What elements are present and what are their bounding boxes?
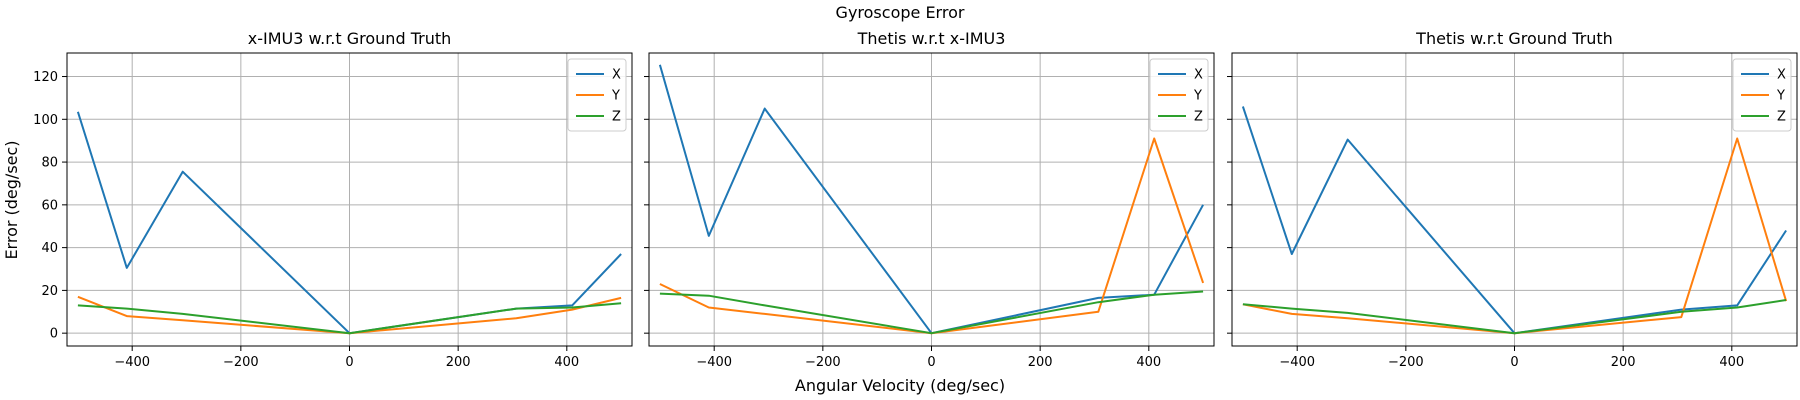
x-tick-label: 0 [927, 355, 935, 370]
axes-frame [66, 52, 633, 347]
legend-label: Z [1194, 110, 1203, 125]
x-tick-label: −400 [114, 355, 150, 370]
series-line-z [1242, 299, 1787, 335]
panel-title: Thetis w.r.t x-IMU3 [857, 29, 1006, 48]
grid-lines [649, 53, 1214, 346]
x-tick-label: −400 [696, 355, 732, 370]
legend: XYZ [1149, 58, 1209, 132]
y-tick-label: 60 [41, 198, 58, 213]
x-tick-label: 0 [1510, 355, 1518, 370]
legend-label: Y [611, 89, 620, 104]
legend: XYZ [1732, 58, 1792, 132]
legend-label: Z [1777, 110, 1786, 125]
x-tick-label: 400 [1136, 355, 1161, 370]
x-tick-label: −200 [223, 355, 259, 370]
x-axis-label: Angular Velocity (deg/sec) [795, 376, 1005, 395]
x-tick-label: −200 [1388, 355, 1424, 370]
legend: XYZ [567, 58, 627, 132]
panel-title: Thetis w.r.t Ground Truth [1415, 29, 1613, 48]
y-tick-label: 20 [41, 284, 58, 299]
y-tick-label: 80 [41, 156, 58, 171]
y-tick-label: 120 [33, 70, 58, 85]
panel-title: x-IMU3 w.r.t Ground Truth [248, 29, 452, 48]
chart-panel-2: Thetis w.r.t x-IMU3 −400 −200 0 200 400 XYZ [644, 29, 1215, 370]
chart-panel-1: x-IMU3 w.r.t Ground Truth−400 −200 0 200 400… [33, 29, 633, 370]
legend-label: Y [1776, 89, 1785, 104]
grid-lines [1232, 53, 1797, 346]
y-axis-label: Error (deg/sec) [2, 140, 21, 259]
x-tick-label: 400 [1719, 355, 1744, 370]
x-tick-label: 200 [1611, 355, 1636, 370]
legend-label: X [1777, 68, 1786, 83]
x-tick-label: 200 [446, 355, 471, 370]
x-tick-label: 0 [345, 355, 353, 370]
x-tick-label: 400 [554, 355, 579, 370]
y-tick-label: 0 [50, 327, 58, 342]
x-tick-label: −200 [805, 355, 841, 370]
axes-frame [1231, 52, 1798, 347]
series-line-z [77, 302, 622, 335]
x-tick-label: −400 [1279, 355, 1315, 370]
series-line-z [659, 290, 1204, 335]
legend-label: Y [1193, 89, 1202, 104]
legend-label: Z [612, 110, 621, 125]
axes-frame [648, 52, 1215, 347]
grid-lines [67, 53, 632, 346]
chart-panel-3: Thetis w.r.t Ground Truth −400 −200 0 200 400… [1227, 29, 1798, 370]
legend-label: X [1194, 68, 1203, 83]
legend-label: X [612, 68, 621, 83]
y-tick-label: 40 [41, 241, 58, 256]
figure-title: Gyroscope Error [836, 3, 965, 22]
y-tick-label: 100 [33, 113, 58, 128]
x-tick-label: 200 [1028, 355, 1053, 370]
